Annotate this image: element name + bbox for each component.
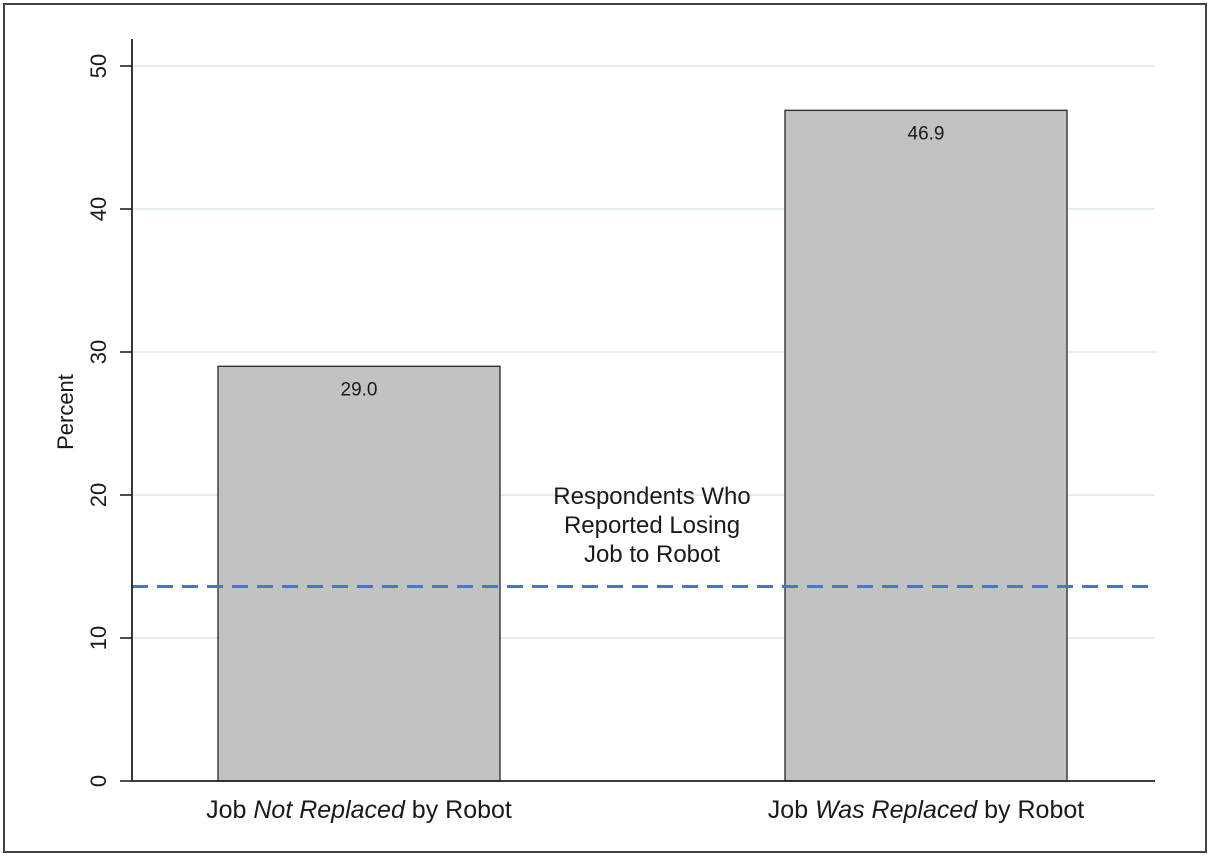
y-tick-label: 20 [86, 483, 111, 507]
y-tick-label: 30 [86, 340, 111, 364]
labels: 0 10 20 30 40 50 29.0 46.9 Respondents WhoReport… [53, 54, 1084, 824]
reference-line-label: Respondents Who [553, 483, 750, 510]
y-tick-label: 40 [86, 197, 111, 221]
bar-1 [217, 365, 501, 782]
y-tick-label: 50 [86, 54, 111, 78]
bars [217, 109, 1068, 782]
axes [120, 39, 1155, 782]
bar-chart: 0 10 20 30 40 50 29.0 46.9 Respondents WhoReport… [53, 39, 1155, 824]
data-label: 46.9 [908, 123, 945, 144]
y-tick-label: 10 [86, 626, 111, 650]
bar-2 [784, 109, 1068, 782]
reference-line-label: Reported Losing [564, 512, 740, 539]
chart-frame: 0 10 20 30 40 50 29.0 46.9 Respondents Who Report… [3, 3, 1207, 853]
reference-line-label: Job to Robot [584, 541, 720, 568]
data-label: 29.0 [341, 379, 378, 400]
y-axis-title: Percent [53, 374, 78, 450]
x-category-label: Job Was Replaced by Robot [768, 796, 1084, 824]
x-category-label: Job Not Replaced by Robot [206, 796, 512, 824]
y-tick-label: 0 [86, 775, 111, 787]
